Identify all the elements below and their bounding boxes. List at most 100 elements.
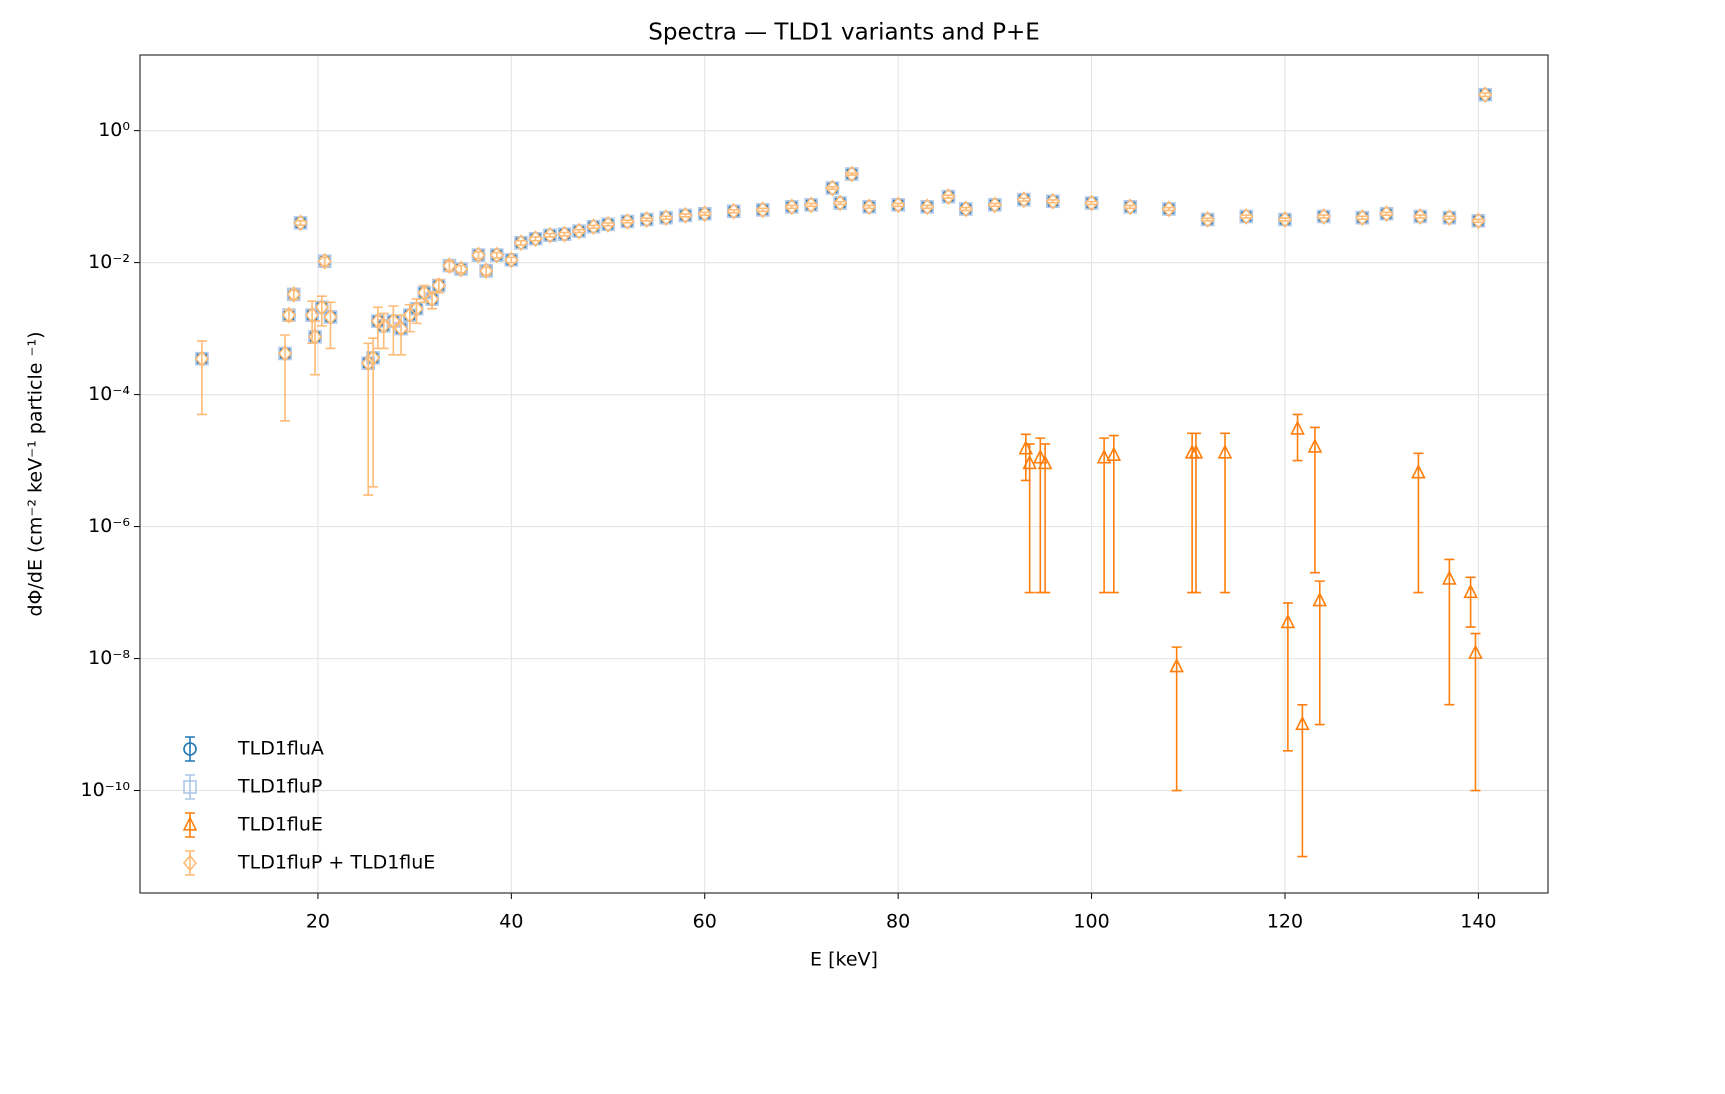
marker xyxy=(1022,454,1037,470)
marker xyxy=(659,209,674,227)
marker xyxy=(394,320,409,338)
marker xyxy=(1169,657,1184,673)
marker xyxy=(804,196,819,214)
marker xyxy=(639,211,654,228)
marker xyxy=(620,213,635,230)
y-tick-label: 10⁰ xyxy=(98,119,130,141)
marker xyxy=(386,312,401,330)
marker xyxy=(678,206,693,224)
marker xyxy=(1045,192,1060,210)
marker xyxy=(833,194,848,212)
error-bar xyxy=(1241,214,1252,219)
chart-title: Spectra — TLD1 variants and P+E xyxy=(648,20,1040,46)
x-tick-label: 60 xyxy=(693,911,717,933)
error-bar xyxy=(280,334,291,422)
legend-marker xyxy=(182,816,198,831)
marker xyxy=(471,246,486,264)
marker xyxy=(1018,439,1034,455)
marker xyxy=(726,202,741,220)
marker xyxy=(1471,212,1486,230)
error-bar xyxy=(1191,432,1201,594)
error-bar xyxy=(699,211,710,216)
error-bar xyxy=(1086,200,1097,206)
error-bar xyxy=(1470,632,1481,792)
marker xyxy=(1290,420,1305,435)
marker xyxy=(528,230,543,248)
marker xyxy=(1442,570,1457,585)
y-tick-label: 10⁻² xyxy=(88,251,130,273)
error-bar xyxy=(1357,215,1368,220)
error-bar xyxy=(1480,92,1491,98)
marker xyxy=(958,200,973,218)
x-tick-label: 20 xyxy=(306,911,330,933)
marker xyxy=(376,317,391,335)
error-bar xyxy=(757,207,768,213)
marker xyxy=(1463,583,1478,599)
error-bar xyxy=(574,228,585,234)
marker xyxy=(987,196,1002,214)
marker xyxy=(314,298,329,316)
error-bar xyxy=(1413,452,1424,594)
error-bar xyxy=(1415,214,1426,219)
y-axis-label: dΦ/dE (cm⁻² keV⁻¹ particle ⁻¹) xyxy=(25,331,47,616)
marker xyxy=(1217,444,1233,459)
y-tick-label: 10⁻⁶ xyxy=(88,515,130,537)
error-bar xyxy=(1381,211,1392,216)
marker xyxy=(1316,208,1331,225)
marker xyxy=(479,262,494,280)
marker xyxy=(409,300,424,318)
marker xyxy=(586,218,601,236)
marker xyxy=(601,215,616,233)
marker xyxy=(1239,208,1254,225)
marker xyxy=(1478,86,1493,104)
marker xyxy=(1123,198,1138,216)
marker xyxy=(1096,448,1112,464)
marker xyxy=(941,188,956,206)
x-tick-label: 80 xyxy=(886,911,910,933)
marker xyxy=(1106,446,1122,461)
marker xyxy=(317,252,332,270)
legend-errorbar xyxy=(185,774,195,800)
marker xyxy=(1277,211,1293,228)
marker xyxy=(323,308,338,326)
marker xyxy=(489,246,504,264)
marker xyxy=(1413,208,1428,225)
error-bar xyxy=(368,337,379,488)
error-bar xyxy=(827,185,838,191)
marker xyxy=(1468,644,1483,659)
marker xyxy=(1379,205,1394,223)
legend-label: TLD1fluP xyxy=(237,776,322,798)
error-bar xyxy=(943,194,954,199)
error-bar xyxy=(1473,218,1484,224)
y-tick-label: 10⁻¹⁰ xyxy=(81,779,130,801)
y-tick-label: 10⁻⁸ xyxy=(88,647,130,669)
marker xyxy=(425,290,440,308)
marker xyxy=(697,205,712,223)
error-bar xyxy=(989,202,1000,208)
error-bar xyxy=(1279,217,1290,222)
marker xyxy=(286,285,301,303)
plot-frame xyxy=(139,54,1549,894)
marker xyxy=(755,201,770,219)
x-tick-label: 140 xyxy=(1460,911,1496,933)
marker xyxy=(1280,613,1296,629)
error-bar xyxy=(661,215,672,220)
marker xyxy=(1188,444,1204,459)
marker xyxy=(293,214,308,232)
error-bar xyxy=(922,204,933,210)
marker xyxy=(370,312,385,330)
plot-area xyxy=(140,55,1548,893)
x-tick-label: 100 xyxy=(1073,911,1109,933)
legend-label: TLD1fluE xyxy=(237,814,323,836)
legend-marker xyxy=(182,854,198,872)
error-bar xyxy=(786,204,797,210)
marker xyxy=(361,354,376,372)
error-bar xyxy=(411,298,422,325)
error-bar xyxy=(893,202,904,208)
marker xyxy=(1442,209,1457,227)
marker xyxy=(442,257,457,275)
legend-marker xyxy=(183,742,197,756)
error-bar xyxy=(1047,199,1058,204)
error-bar xyxy=(1108,434,1119,594)
